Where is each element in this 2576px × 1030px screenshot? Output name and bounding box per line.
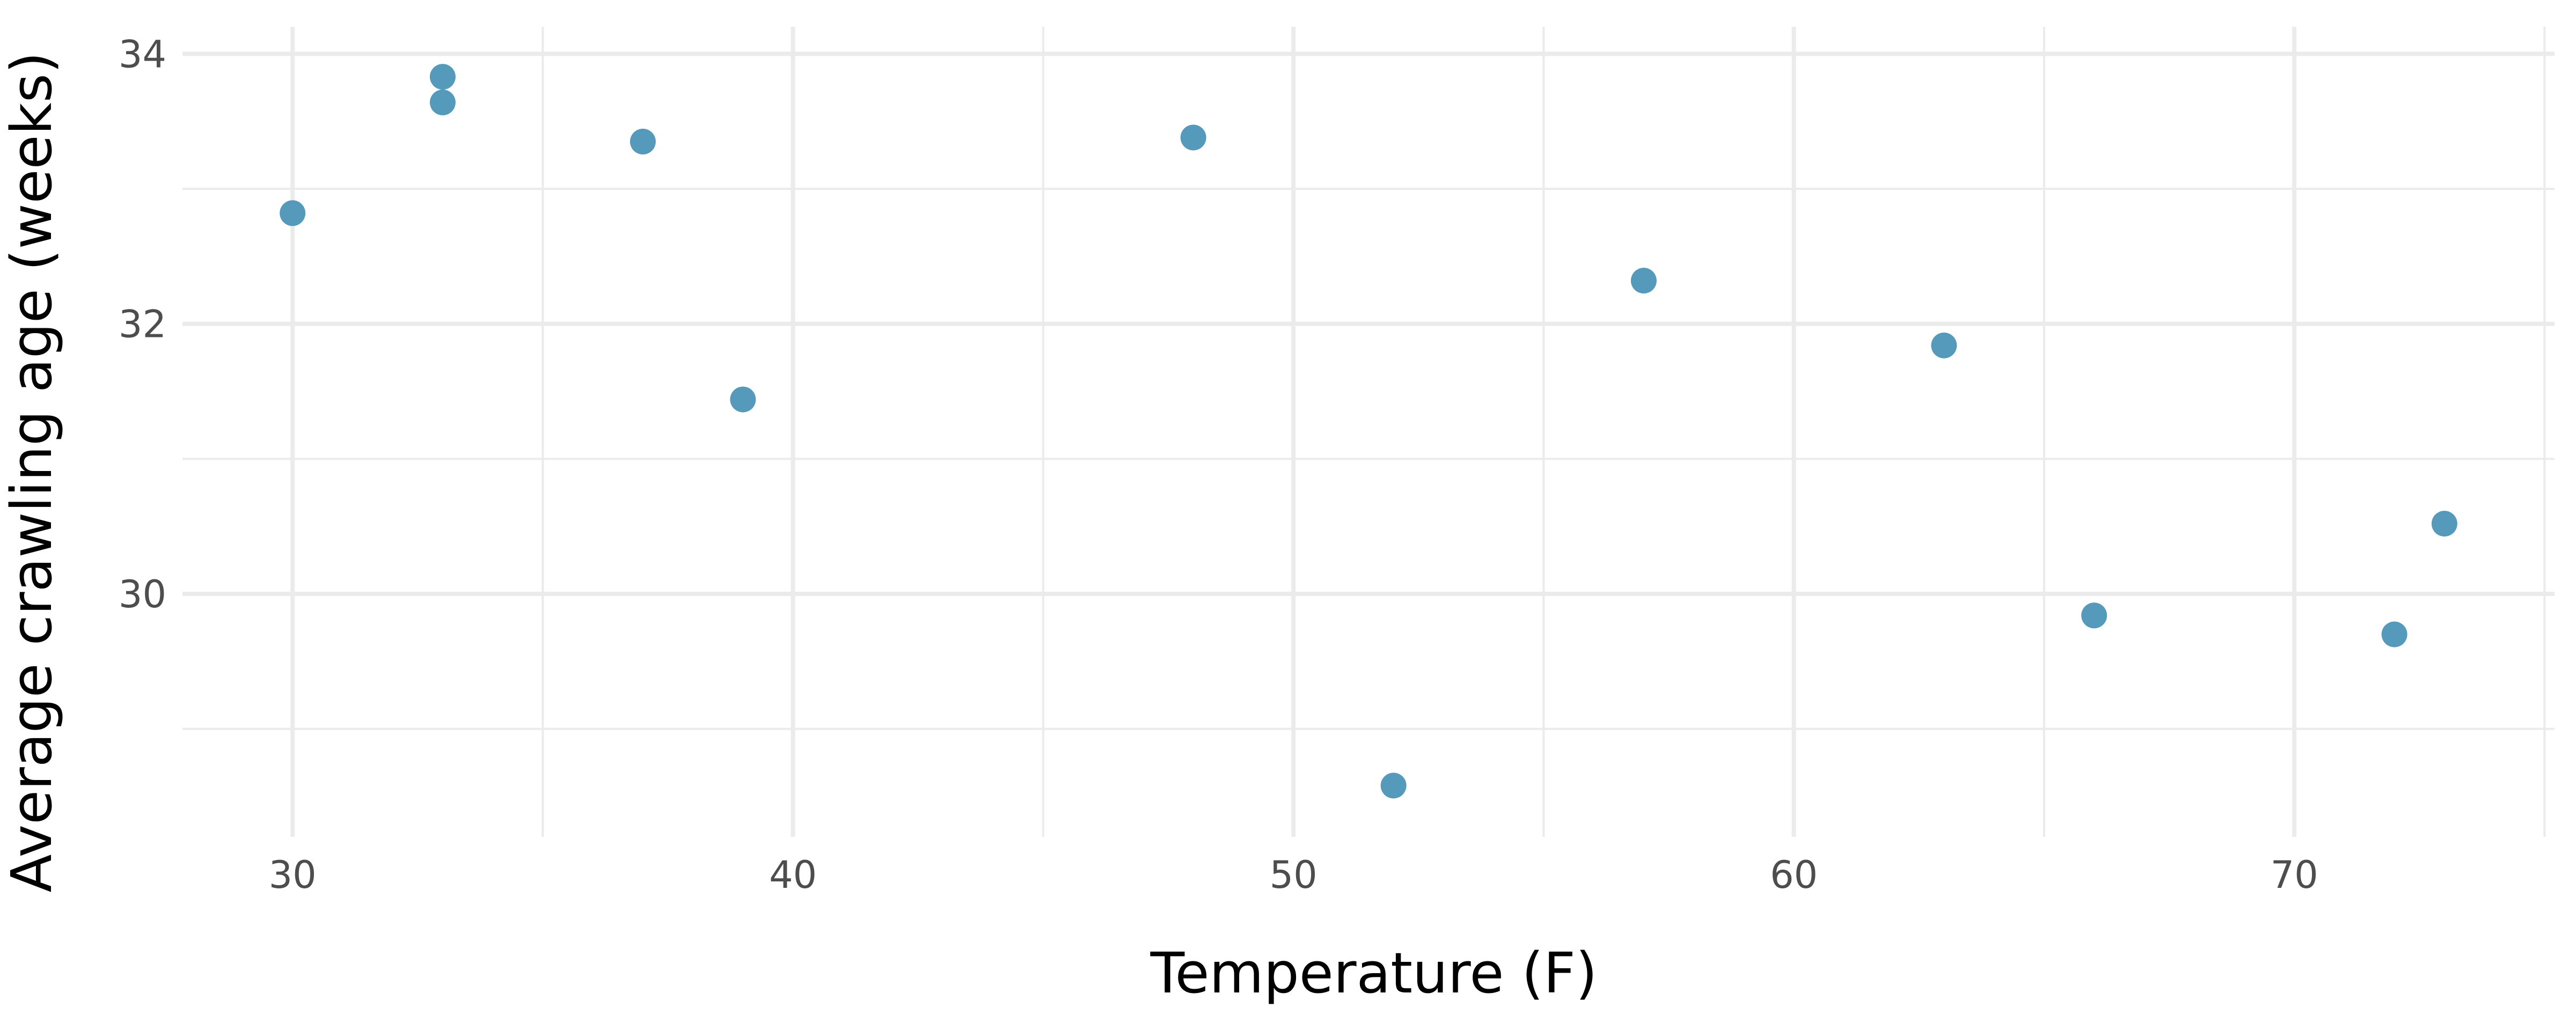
y-axis-title: Average crawling age (weeks): [0, 52, 64, 892]
x-axis-ticks: 30 40 50 60 70: [269, 853, 2318, 897]
x-tick-label: 70: [2271, 853, 2318, 897]
data-point: [1630, 268, 1657, 294]
data-point: [2431, 511, 2457, 537]
x-tick-label: 60: [1770, 853, 1818, 897]
data-point: [630, 128, 656, 154]
x-tick-label: 40: [769, 853, 817, 897]
data-point: [730, 386, 756, 413]
data-point: [429, 89, 456, 115]
data-point: [2081, 602, 2107, 629]
grid-lines: [182, 27, 2555, 837]
x-tick-label: 30: [269, 853, 317, 897]
data-point: [280, 200, 306, 226]
data-point: [1180, 124, 1206, 151]
data-point: [1931, 332, 1957, 358]
y-axis-ticks: 30 32 34: [119, 32, 166, 616]
y-tick-label: 34: [119, 32, 166, 76]
data-point: [2381, 621, 2407, 648]
y-tick-label: 32: [119, 303, 166, 347]
y-tick-label: 30: [119, 572, 166, 616]
data-points: [280, 64, 2457, 799]
x-tick-label: 50: [1270, 853, 1318, 897]
data-point: [1380, 772, 1407, 799]
data-point: [429, 64, 456, 90]
x-axis-title: Temperature (F): [1150, 940, 1598, 1006]
